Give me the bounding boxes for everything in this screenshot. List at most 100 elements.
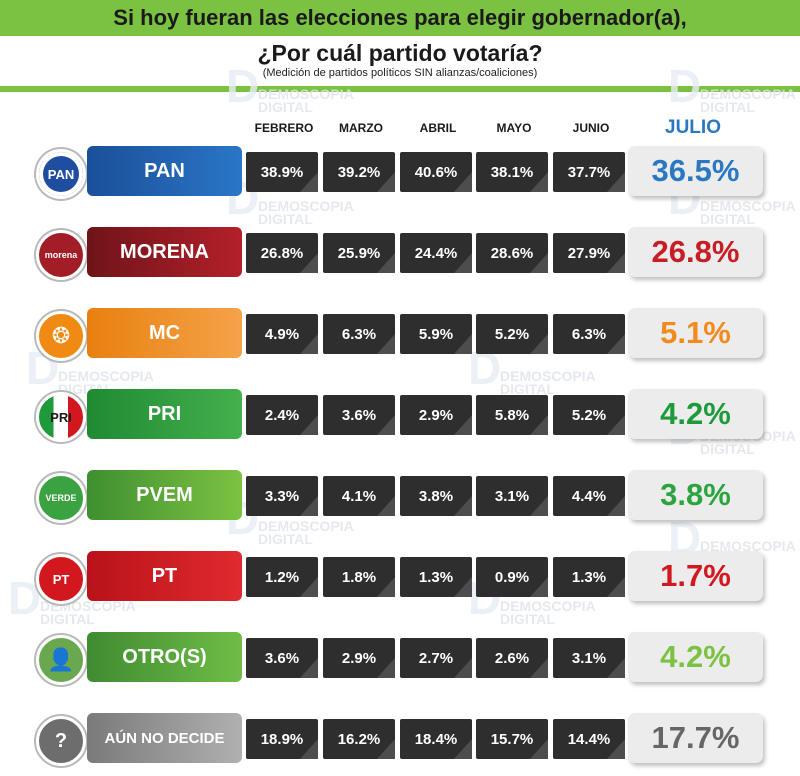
watermark-line1: DEMOSCOPIA <box>58 368 154 384</box>
value-cell-abril: 18.4% <box>400 719 472 759</box>
value-cell-mayo: 28.6% <box>476 233 548 273</box>
party-logo-text: VERDE <box>45 493 77 503</box>
value-cell-junio: 27.9% <box>553 233 625 273</box>
party-label: PT <box>87 551 242 601</box>
eagle-icon: ❂ <box>51 323 71 348</box>
month-label-marzo: MARZO <box>339 121 383 135</box>
value-cell-junio: 4.4% <box>553 476 625 516</box>
party-logo-icon: ? <box>36 716 86 766</box>
party-label: PVEM <box>87 470 242 520</box>
party-logo-icon: PAN <box>36 149 86 199</box>
value-cell-julio: 5.1% <box>628 308 763 358</box>
watermark-line2: DIGITAL <box>258 531 313 547</box>
value-cell-abril: 5.9% <box>400 314 472 354</box>
watermark-d-icon: D <box>668 60 702 112</box>
value-cell-julio: 4.2% <box>628 389 763 439</box>
value-cell-julio: 1.7% <box>628 551 763 601</box>
value-cell-mayo: 15.7% <box>476 719 548 759</box>
subtitle-block: ¿Por cuál partido votaría? (Medición de … <box>0 40 800 79</box>
watermark-d-icon: D <box>26 342 60 394</box>
watermark-line2: DIGITAL <box>500 611 555 627</box>
watermark-d-icon: D <box>226 60 260 112</box>
value-cell-febrero: 3.6% <box>246 638 318 678</box>
month-label-julio: JULIO <box>665 117 721 138</box>
value-cell-junio: 6.3% <box>553 314 625 354</box>
party-logo-icon: VERDE <box>36 473 86 523</box>
value-cell-marzo: 1.8% <box>323 557 395 597</box>
party-logo-icon: PT <box>36 554 86 604</box>
watermark-line2: DIGITAL <box>700 99 755 115</box>
value-cell-marzo: 2.9% <box>323 638 395 678</box>
watermark-line1: DEMOSCOPIA <box>258 518 354 534</box>
value-cell-mayo: 2.6% <box>476 638 548 678</box>
table-row: PT PT 1.2% 1.8% 1.3% 0.9% 1.3% 1.7% <box>0 551 800 604</box>
table-row: PAN PAN 38.9% 39.2% 40.6% 38.1% 37.7% 36.5% <box>0 146 800 199</box>
value-cell-junio: 14.4% <box>553 719 625 759</box>
watermark-line2: DIGITAL <box>258 99 313 115</box>
value-cell-mayo: 5.8% <box>476 395 548 435</box>
value-cell-abril: 2.9% <box>400 395 472 435</box>
party-logo-icon: morena <box>36 230 86 280</box>
watermark-line2: DIGITAL <box>700 441 755 457</box>
value-cell-mayo: 3.1% <box>476 476 548 516</box>
header-divider <box>0 86 800 92</box>
party-label: MC <box>87 308 242 358</box>
value-cell-abril: 24.4% <box>400 233 472 273</box>
month-label-mayo: MAYO <box>496 121 532 135</box>
table-row: morena MORENA 26.8% 25.9% 24.4% 28.6% 27.9% 26.… <box>0 227 800 280</box>
table-row: ? AÚN NO DECIDE 18.9% 16.2% 18.4% 15.7% 14.4% 1… <box>0 713 800 766</box>
value-cell-abril: 40.6% <box>400 152 472 192</box>
watermark-line1: DEMOSCOPIA <box>500 598 596 614</box>
month-label-febrero: FEBRERO <box>254 121 314 135</box>
party-label: MORENA <box>87 227 242 277</box>
value-cell-febrero: 1.2% <box>246 557 318 597</box>
value-cell-julio: 3.8% <box>628 470 763 520</box>
party-logo-icon: ❂ <box>36 311 86 361</box>
month-label-junio: JUNIO <box>572 121 610 135</box>
value-cell-mayo: 0.9% <box>476 557 548 597</box>
value-cell-febrero: 2.4% <box>246 395 318 435</box>
value-cell-julio: 36.5% <box>628 146 763 196</box>
watermark-line1: DEMOSCOPIA <box>700 538 796 554</box>
value-cell-febrero: 38.9% <box>246 152 318 192</box>
watermark-line1: DEMOSCOPIA <box>258 198 354 214</box>
value-cell-mayo: 38.1% <box>476 152 548 192</box>
watermark-line2: DIGITAL <box>40 611 95 627</box>
value-cell-julio: 4.2% <box>628 632 763 682</box>
chart-question: ¿Por cuál partido votaría? <box>257 40 543 66</box>
watermark-line2: DIGITAL <box>500 381 555 397</box>
month-label-abril: ABRIL <box>419 121 457 135</box>
value-cell-marzo: 25.9% <box>323 233 395 273</box>
watermark-line1: DEMOSCOPIA <box>500 368 596 384</box>
party-logo-icon: 👤 <box>36 635 86 685</box>
value-cell-febrero: 4.9% <box>246 314 318 354</box>
chart-title: Si hoy fueran las elecciones para elegir… <box>113 5 687 30</box>
watermark-line1: DEMOSCOPIA <box>700 86 796 102</box>
value-cell-julio: 26.8% <box>628 227 763 277</box>
person-icon: 👤 <box>47 647 75 672</box>
value-cell-abril: 3.8% <box>400 476 472 516</box>
value-cell-marzo: 39.2% <box>323 152 395 192</box>
value-cell-abril: 1.3% <box>400 557 472 597</box>
value-cell-marzo: 4.1% <box>323 476 395 516</box>
table-row: VERDE PVEM 3.3% 4.1% 3.8% 3.1% 4.4% 3.8% <box>0 470 800 523</box>
value-cell-marzo: 3.6% <box>323 395 395 435</box>
watermark-d-icon: D <box>668 512 702 564</box>
value-cell-febrero: 3.3% <box>246 476 318 516</box>
party-label: AÚN NO DECIDE <box>87 713 242 763</box>
watermark-d-icon: D <box>468 342 502 394</box>
table-row: ❂ MC 4.9% 6.3% 5.9% 5.2% 6.3% 5.1% <box>0 308 800 361</box>
table-row: PRI PRI 2.4% 3.6% 2.9% 5.8% 5.2% 4.2% <box>0 389 800 442</box>
party-label: PRI <box>87 389 242 439</box>
value-cell-marzo: 16.2% <box>323 719 395 759</box>
value-cell-marzo: 6.3% <box>323 314 395 354</box>
party-logo-text: PT <box>52 571 70 587</box>
value-cell-junio: 3.1% <box>553 638 625 678</box>
table-row: 👤 OTRO(S) 3.6% 2.9% 2.7% 2.6% 3.1% 4.2% <box>0 632 800 685</box>
party-logo-text: PAN <box>47 166 75 182</box>
